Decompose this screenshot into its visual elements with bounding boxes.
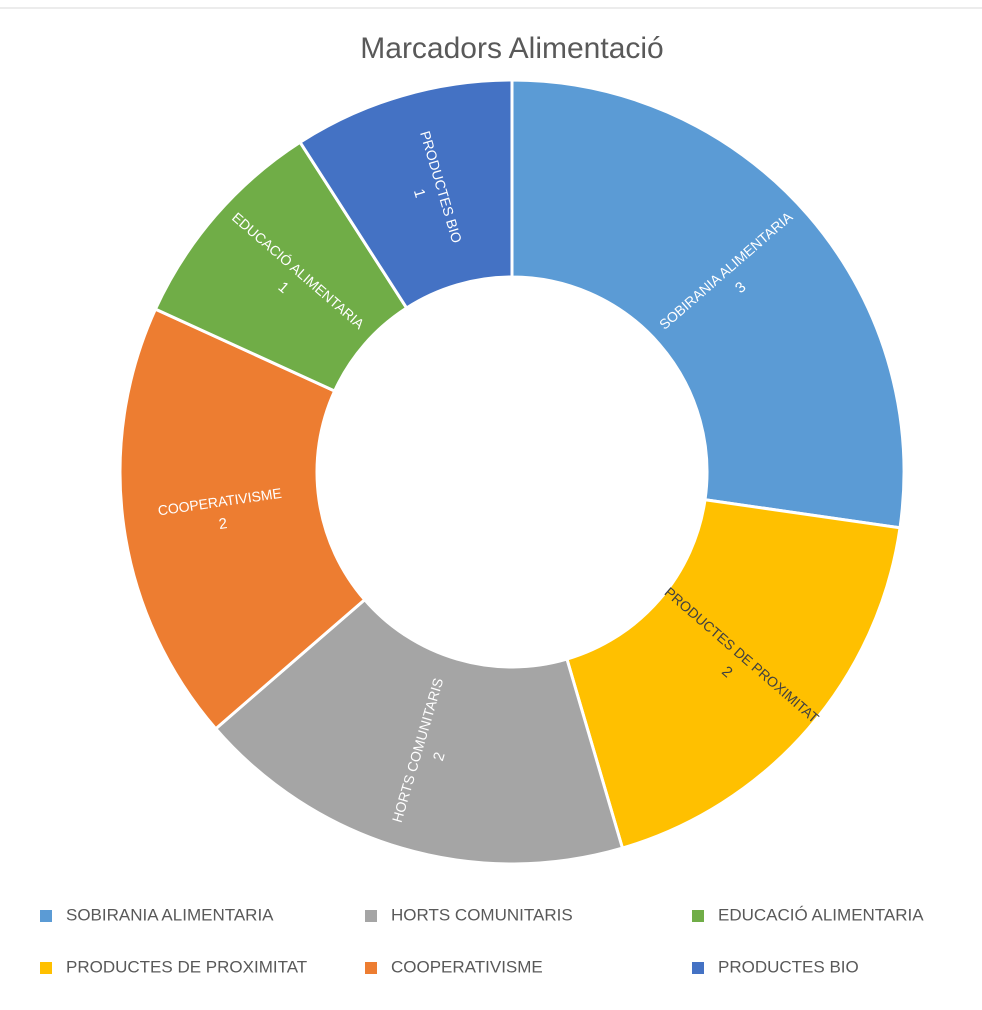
donut-slice: [118, 307, 367, 731]
legend-label: HORTS COMUNITARIS: [391, 905, 573, 924]
legend-label: PRODUCTES DE PROXIMITAT: [66, 957, 307, 976]
donut-slice: [213, 597, 625, 866]
legend-swatch: [692, 910, 704, 922]
legend-swatch: [692, 962, 704, 974]
legend-label: PRODUCTES BIO: [718, 957, 859, 976]
donut-slice: [565, 498, 902, 850]
legend-swatch: [40, 910, 52, 922]
donut-slice: [297, 78, 514, 311]
legend-swatch: [365, 910, 377, 922]
data-label-value: 2: [218, 515, 229, 533]
legend-label: COOPERATIVISME: [391, 957, 543, 976]
legend-label: SOBIRANIA ALIMENTARIA: [66, 905, 274, 924]
donut-slice: [510, 78, 906, 530]
legend-label: EDUCACIÓ ALIMENTARIA: [718, 905, 924, 924]
legend-swatch: [40, 962, 52, 974]
legend-swatch: [365, 962, 377, 974]
chart-title: Marcadors Alimentació: [360, 32, 663, 65]
